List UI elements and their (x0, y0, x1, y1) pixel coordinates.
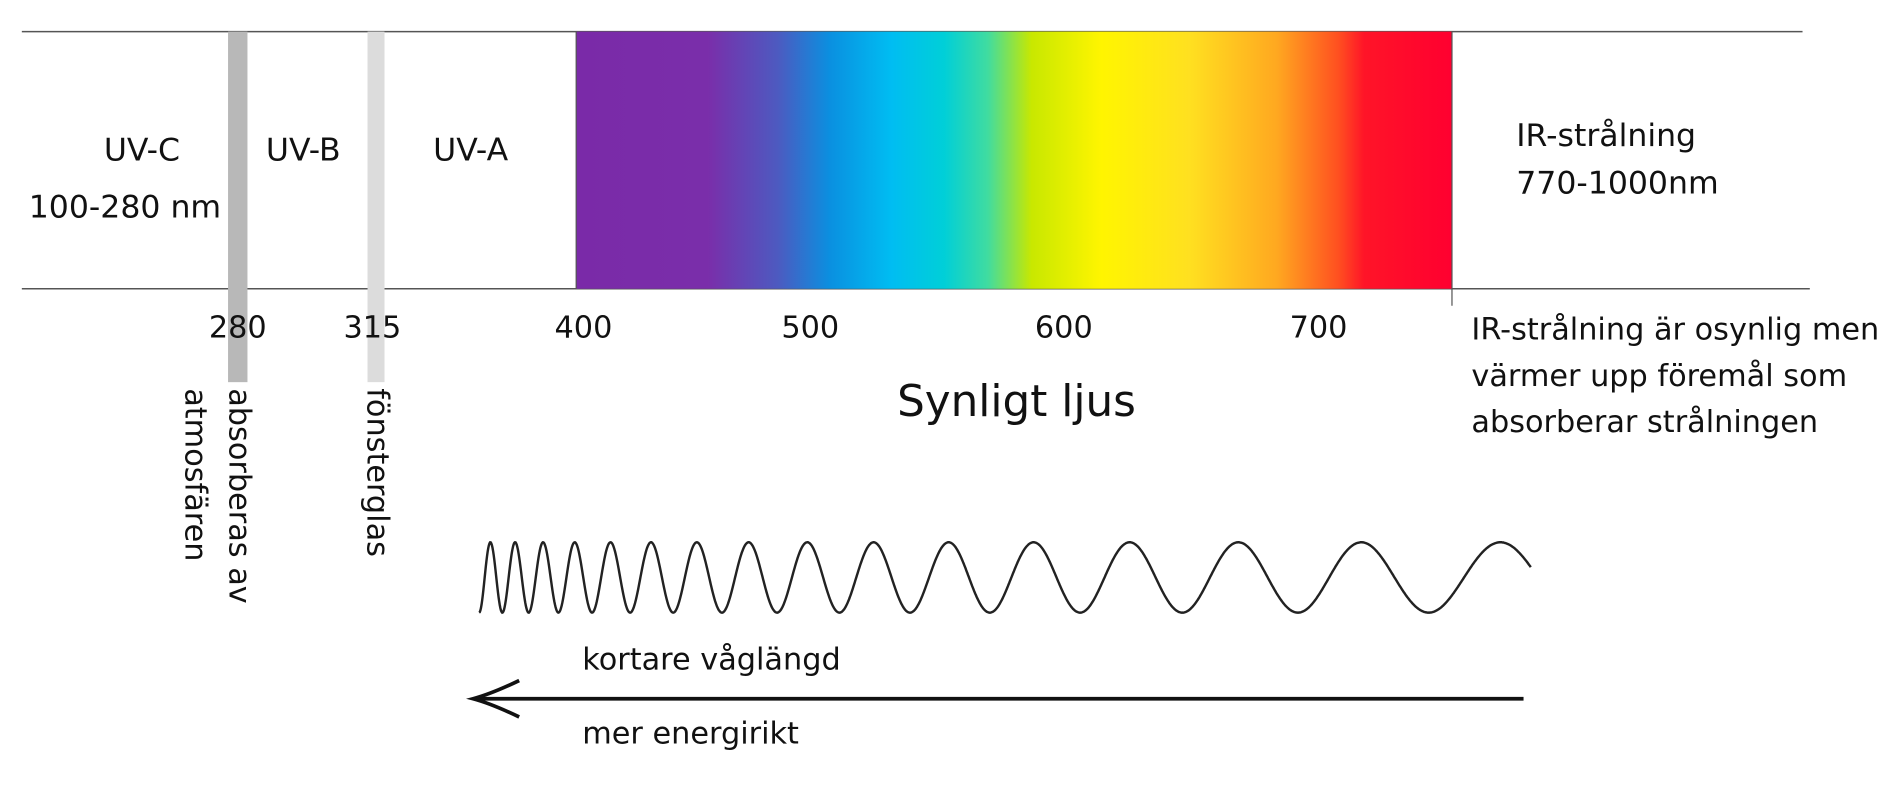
vertical-note: absorberas av (221, 388, 256, 604)
visible-spectrum (576, 31, 1452, 289)
visible-label: Synligt ljus (897, 376, 1136, 427)
ir-note: värmer upp föremål som (1471, 359, 1847, 394)
band-label: IR-strålning (1516, 117, 1696, 154)
ir-note: IR-strålning är osynlig men (1471, 313, 1879, 348)
vertical-note: fönsterglas (360, 388, 395, 557)
tick-label: 600 (1035, 310, 1093, 345)
arrow-label: mer energirikt (582, 717, 799, 752)
tick-label: 700 (1290, 310, 1348, 345)
arrow-head (466, 678, 520, 719)
uvc-boundary (228, 31, 248, 383)
wave (478, 540, 1532, 615)
band-range: 100-280 nm (29, 190, 221, 226)
tick-label: 280 (209, 310, 267, 345)
tick-label: 400 (555, 310, 613, 345)
vertical-note: atmosfären (178, 388, 213, 561)
uvb-boundary (367, 31, 385, 383)
tick-label: 315 (343, 310, 401, 345)
band-label: UV-C (104, 133, 180, 169)
band-label: UV-B (266, 133, 341, 169)
band-label: UV-A (433, 133, 508, 169)
ir-note: absorberar strålningen (1471, 405, 1818, 440)
tick-label: 500 (781, 310, 839, 345)
arrow-label: kortare våglängd (582, 643, 840, 678)
band-range: 770-1000nm (1516, 165, 1718, 201)
